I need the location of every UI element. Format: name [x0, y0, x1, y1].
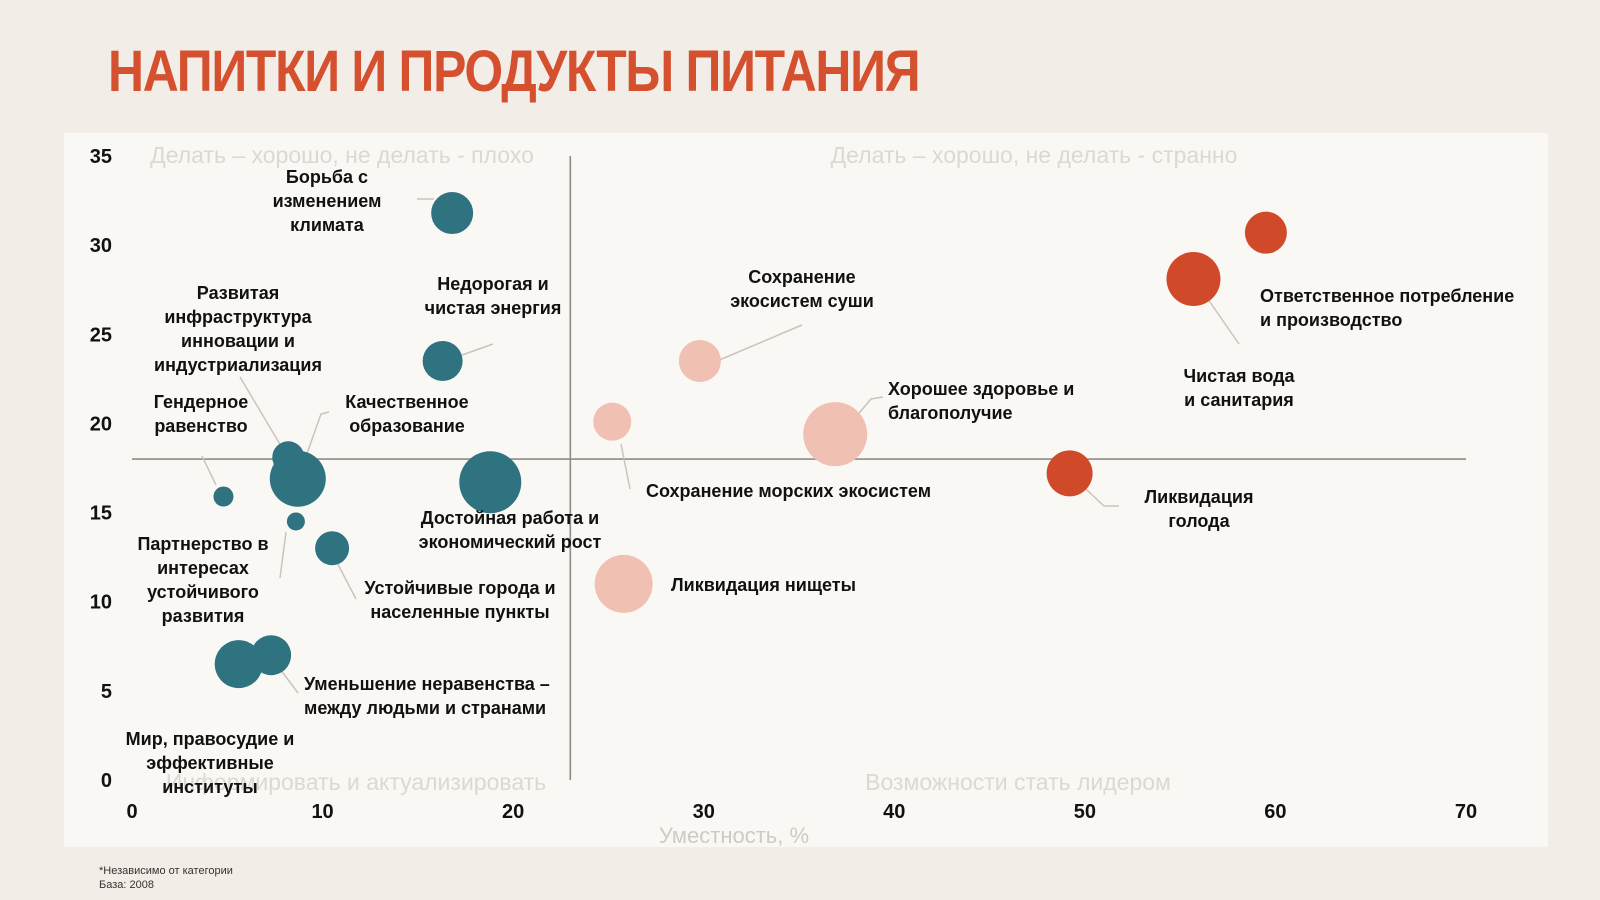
point-label: Ликвидация нищеты [671, 575, 856, 595]
bubble-teal [315, 531, 350, 566]
point-label: инновации и [181, 331, 295, 351]
y-tick-label: 30 [90, 235, 112, 257]
y-tick-label: 10 [90, 592, 112, 614]
point-label: Партнерство в [137, 534, 268, 554]
bubble-light [678, 340, 721, 383]
leader-line [239, 376, 285, 452]
bubble-orange [1244, 211, 1287, 254]
bubble-teal [214, 640, 263, 689]
point-label: индустриализация [154, 355, 322, 375]
point-label: экосистем суши [730, 291, 874, 311]
point-label: Ликвидация [1145, 487, 1254, 507]
x-tick-label: 60 [1264, 801, 1286, 823]
quadrant-label-bottom-right: Возможности стать лидером [865, 769, 1171, 795]
footnote-note: *Независимо от категории [99, 865, 233, 877]
y-tick-label: 5 [101, 681, 112, 703]
bubble-light [593, 402, 632, 441]
point-label: равенство [154, 416, 247, 436]
point-label: устойчивого [147, 582, 259, 602]
point-label: интересах [157, 558, 249, 578]
x-axis-title: Уместность, % [659, 823, 809, 847]
leader-line [461, 343, 494, 356]
footnote: *Независимо от категории База: 2008 [99, 864, 233, 892]
bubble-light [594, 554, 653, 613]
bubble-chart: Делать – хорошо, не делать - плохо Делать… [90, 142, 1515, 847]
leader-line [716, 324, 803, 362]
point-label: Недорогая и [437, 274, 549, 294]
chart-panel: Делать – хорошо, не делать - плохо Делать… [64, 133, 1548, 847]
point-label: изменением [273, 191, 382, 211]
point-label: Сохранение [748, 267, 855, 287]
point-label: Уменьшение неравенства – [304, 674, 550, 694]
point-label: между людьми и странами [304, 698, 546, 718]
point-label: и санитария [1184, 390, 1294, 410]
point-label: образование [349, 416, 465, 436]
point-label: Развитая [197, 283, 279, 303]
x-tick-label: 70 [1455, 801, 1477, 823]
point-label: Устойчивые города и [364, 578, 555, 598]
leader-line [201, 455, 217, 486]
y-tick-label: 15 [90, 503, 112, 525]
point-label: голода [1168, 511, 1230, 531]
leader-line [620, 443, 631, 490]
page-title: НАПИТКИ И ПРОДУКТЫ ПИТАНИЯ [108, 39, 921, 104]
leader-line [279, 531, 287, 579]
quadrant-label-bottom-left: Информировать и актуализировать [166, 769, 546, 795]
point-label: инфраструктура [164, 307, 312, 327]
x-tick-label: 20 [502, 801, 524, 823]
quadrant-label-top-right: Делать – хорошо, не делать - странно [831, 142, 1238, 168]
point-label: Хорошее здоровье и [888, 379, 1074, 399]
x-tick-label: 40 [883, 801, 905, 823]
point-label: экономический рост [419, 532, 602, 552]
point-label: населенные пункты [370, 602, 549, 622]
point-label: Гендерное [154, 392, 248, 412]
bubble-teal [422, 341, 463, 382]
bubble-teal [269, 450, 326, 507]
x-tick-label: 50 [1074, 801, 1096, 823]
point-label: Качественное [345, 392, 468, 412]
footnote-base: База: 2008 [99, 879, 154, 891]
point-label: Ответственное потребление [1260, 286, 1514, 306]
point-label: благополучие [888, 403, 1013, 423]
point-label: климата [290, 215, 365, 235]
point-label: развития [162, 606, 245, 626]
point-label: институты [162, 777, 258, 797]
quadrant-label-top-left: Делать – хорошо, не делать - плохо [150, 142, 534, 168]
y-tick-label: 20 [90, 413, 112, 435]
point-label: Борьба с [286, 167, 368, 187]
bubble-teal [286, 512, 305, 531]
point-label: и производство [1260, 310, 1402, 330]
point-label: Сохранение морских экосистем [646, 481, 931, 501]
bubble-orange [1166, 252, 1221, 307]
y-tick-label: 35 [90, 146, 112, 168]
bubble-light [803, 402, 868, 467]
point-label: Чистая вода [1183, 366, 1295, 386]
point-label: Мир, правосудие и [126, 729, 295, 749]
bubble-teal [431, 192, 474, 235]
bubble-orange [1046, 450, 1093, 497]
x-tick-label: 10 [311, 801, 333, 823]
point-label: эффективные [146, 753, 273, 773]
y-tick-label: 0 [101, 770, 112, 792]
bubble-teal [213, 486, 234, 507]
point-label: Достойная работа и [421, 508, 599, 528]
y-tick-label: 25 [90, 324, 112, 346]
point-label: чистая энергия [425, 298, 562, 318]
x-tick-label: 30 [693, 801, 715, 823]
x-tick-label: 0 [126, 801, 137, 823]
bubble-teal [459, 451, 522, 514]
